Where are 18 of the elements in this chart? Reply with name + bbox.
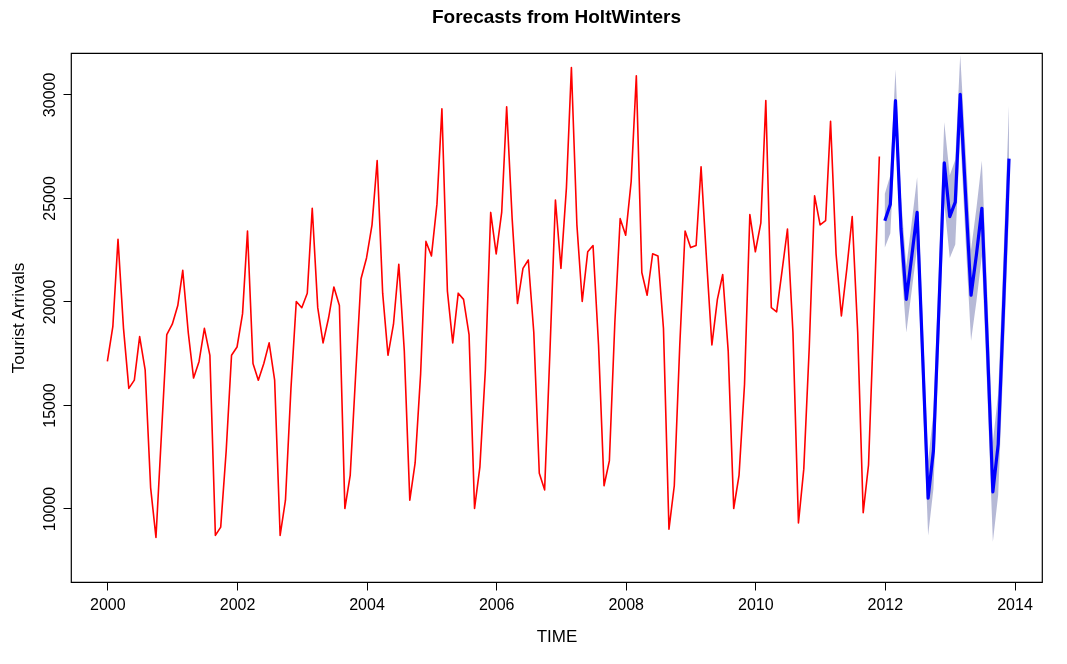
y-tick-label: 30000 [40, 72, 58, 118]
x-tick-label: 2008 [608, 595, 645, 613]
line-series [883, 92, 1011, 500]
x-tick-label: 2006 [478, 595, 515, 613]
x-tick-label: 2014 [997, 595, 1033, 613]
line-series [106, 66, 881, 539]
y-tick-label: 20000 [40, 279, 58, 325]
x-tick-label: 2012 [867, 595, 904, 613]
y-axis-title: Tourist Arrivals [8, 262, 28, 374]
x-tick-label: 2010 [738, 595, 774, 613]
x-tick-label: 2000 [90, 595, 126, 613]
y-tick-label: 10000 [40, 486, 58, 532]
x-tick-label: 2004 [349, 595, 385, 613]
x-axis-title: TIME [536, 626, 578, 646]
y-tick-label: 15000 [40, 383, 58, 428]
x-tick-label: 2002 [219, 595, 256, 613]
y-tick-label: 25000 [40, 176, 58, 221]
chart-title: Forecasts from HoltWinters [432, 6, 681, 27]
